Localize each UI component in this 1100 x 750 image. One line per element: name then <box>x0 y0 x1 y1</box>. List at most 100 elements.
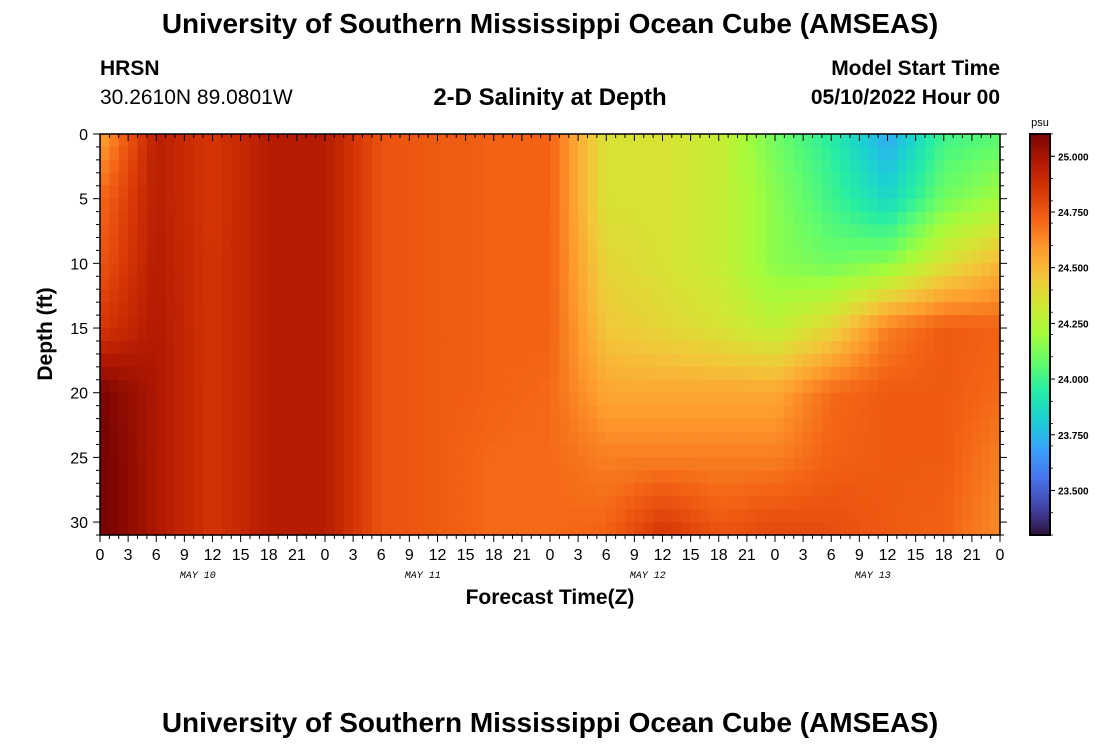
heatmap-cell <box>906 146 917 161</box>
heatmap-cell <box>287 470 298 484</box>
heatmap-cell <box>231 198 242 213</box>
heatmap-cell <box>718 159 729 174</box>
heatmap-cell <box>812 328 823 342</box>
heatmap-cell <box>868 457 879 471</box>
heatmap-cell <box>334 224 345 239</box>
heatmap-cell <box>146 211 157 226</box>
heatmap-cell <box>259 328 270 342</box>
heatmap-cell <box>531 328 542 342</box>
heatmap-cell <box>568 276 579 290</box>
heatmap-cell <box>793 392 804 407</box>
heatmap-cell <box>615 431 626 446</box>
heatmap-cell <box>606 328 617 342</box>
heatmap-cell <box>400 289 410 303</box>
heatmap-cell <box>831 263 842 277</box>
heatmap-cell <box>231 496 242 510</box>
heatmap-cell <box>231 146 242 161</box>
heatmap-cell <box>203 224 214 239</box>
heatmap-cell <box>381 146 392 161</box>
heatmap-cell <box>531 457 542 471</box>
heatmap-cell <box>437 134 448 148</box>
heatmap-cell <box>925 250 935 264</box>
heatmap-cell <box>859 237 870 252</box>
heatmap-cell <box>615 276 626 290</box>
heatmap-cell <box>662 418 673 433</box>
heatmap-cell <box>812 250 823 264</box>
heatmap-cell <box>775 224 785 239</box>
heatmap-cell <box>765 353 776 368</box>
heatmap-cell <box>653 263 664 277</box>
heatmap-cell <box>268 302 279 316</box>
heatmap-cell <box>700 457 710 471</box>
heatmap-cell <box>531 522 542 536</box>
heatmap-cell <box>137 392 148 407</box>
heatmap-cell <box>953 211 964 226</box>
heatmap-cell <box>231 353 242 368</box>
heatmap-cell <box>456 172 467 187</box>
heatmap-cell <box>746 276 757 290</box>
heatmap-cell <box>521 263 532 277</box>
heatmap-cell <box>550 418 560 433</box>
heatmap-cell <box>756 483 767 497</box>
heatmap-cell <box>709 431 720 446</box>
heatmap-cell <box>803 392 814 407</box>
heatmap-cell <box>268 185 279 200</box>
heatmap-cell <box>915 159 926 174</box>
heatmap-cell <box>184 250 195 264</box>
heatmap-cell <box>287 405 298 420</box>
heatmap-cell <box>943 302 954 316</box>
heatmap-cell <box>831 237 842 252</box>
heatmap-cell <box>840 289 851 303</box>
heatmap-cell <box>859 392 870 407</box>
heatmap-cell <box>615 405 626 420</box>
heatmap-cell <box>371 392 382 407</box>
heatmap-cell <box>596 263 607 277</box>
heatmap-cell <box>165 366 176 381</box>
heatmap-cell <box>906 172 917 187</box>
heatmap-cell <box>578 444 589 458</box>
x-date-label: MAY 13 <box>855 571 891 582</box>
x-tick-label: 12 <box>429 547 447 564</box>
heatmap-cell <box>943 457 954 471</box>
heatmap-cell <box>128 172 139 187</box>
heatmap-cell <box>878 392 889 407</box>
heatmap-cell <box>746 353 757 368</box>
heatmap-cell <box>418 431 429 446</box>
heatmap-cell <box>437 302 448 316</box>
heatmap-cell <box>212 496 223 510</box>
heatmap-cell <box>137 250 148 264</box>
heatmap-cell <box>568 250 579 264</box>
heatmap-cell <box>475 509 485 523</box>
heatmap-cell <box>278 379 289 394</box>
heatmap-cell <box>821 509 832 523</box>
heatmap-cell <box>906 211 917 226</box>
heatmap-cell <box>784 418 795 433</box>
heatmap-cell <box>493 250 504 264</box>
heatmap-cell <box>362 522 373 536</box>
heatmap-cell <box>437 159 448 174</box>
heatmap-cell <box>343 263 354 277</box>
heatmap-cell <box>671 224 682 239</box>
heatmap-cell <box>334 470 345 484</box>
heatmap-cell <box>193 366 204 381</box>
heatmap-cell <box>268 289 279 303</box>
heatmap-cell <box>203 405 214 420</box>
heatmap-cell <box>943 509 954 523</box>
heatmap-cell <box>915 405 926 420</box>
heatmap-cell <box>915 263 926 277</box>
heatmap-cell <box>962 444 973 458</box>
heatmap-cell <box>550 302 560 316</box>
heatmap-cell <box>737 379 748 394</box>
heatmap-cell <box>250 366 260 381</box>
x-tick-label: 6 <box>377 547 386 564</box>
heatmap-cell <box>231 483 242 497</box>
heatmap-cell <box>906 250 917 264</box>
heatmap-cell <box>765 457 776 471</box>
heatmap-cell <box>531 302 542 316</box>
heatmap-cell <box>503 198 514 213</box>
heatmap-cell <box>540 172 551 187</box>
heatmap-cell <box>193 379 204 394</box>
heatmap-cell <box>296 237 307 252</box>
heatmap-cell <box>493 366 504 381</box>
